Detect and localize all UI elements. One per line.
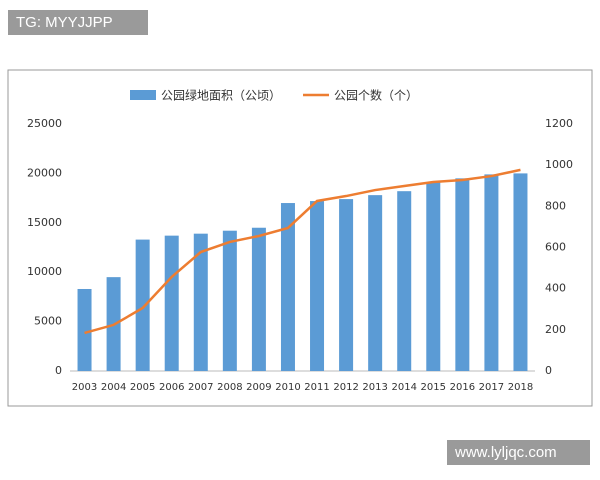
- x-tick-label: 2015: [421, 382, 446, 393]
- x-tick-label: 2008: [217, 382, 242, 393]
- watermark: TG: MYYJJPP: [8, 10, 148, 35]
- bar: [310, 201, 325, 371]
- y2-tick-label: 0: [545, 364, 552, 377]
- legend-label: 公园个数（个）: [334, 88, 418, 103]
- bar: [280, 203, 295, 371]
- y2-tick-label: 400: [545, 282, 566, 295]
- y2-tick-label: 200: [545, 323, 566, 336]
- bar: [251, 227, 266, 371]
- chart-frame: [7, 69, 593, 407]
- x-tick-label: 2013: [362, 382, 387, 393]
- y2-tick-label: 800: [545, 199, 566, 212]
- y-tick-label: 20000: [27, 166, 62, 179]
- bar: [513, 173, 528, 371]
- bar: [135, 239, 150, 371]
- line: [84, 168, 521, 335]
- bar: [222, 230, 237, 371]
- legend-label: 公园绿地面积（公顷）: [161, 88, 281, 103]
- bar: [368, 195, 383, 371]
- bar: [164, 235, 179, 371]
- bar: [397, 191, 412, 371]
- bar: [77, 288, 92, 371]
- y2-tick-label: 1200: [545, 117, 573, 130]
- x-tick-label: 2014: [391, 382, 416, 393]
- x-tick-label: 2005: [130, 382, 155, 393]
- bar: [339, 199, 354, 371]
- y-tick-label: 25000: [27, 117, 62, 130]
- y-tick-label: 15000: [27, 216, 62, 229]
- bar: [426, 182, 441, 371]
- site-label: www.lyljqc.com: [447, 440, 590, 465]
- bar: [484, 174, 499, 371]
- x-tick-label: 2007: [188, 382, 213, 393]
- x-tick-label: 2011: [304, 382, 329, 393]
- y2-tick-label: 600: [545, 241, 566, 254]
- x-tick-label: 2003: [72, 382, 97, 393]
- y-tick-label: 5000: [34, 315, 62, 328]
- x-tick-label: 2004: [101, 382, 126, 393]
- bar: [193, 233, 208, 371]
- bar: [455, 178, 470, 371]
- x-tick-label: 2016: [450, 382, 475, 393]
- x-tick-label: 2009: [246, 382, 271, 393]
- y-tick-label: 10000: [27, 265, 62, 278]
- x-tick-label: 2012: [333, 382, 358, 393]
- legend-swatch: [130, 90, 156, 100]
- x-tick-label: 2018: [508, 382, 533, 393]
- y2-tick-label: 1000: [545, 158, 573, 171]
- y-tick-label: 0: [55, 364, 62, 377]
- x-tick-label: 2017: [479, 382, 504, 393]
- x-tick-label: 2006: [159, 382, 184, 393]
- x-tick-label: 2010: [275, 382, 300, 393]
